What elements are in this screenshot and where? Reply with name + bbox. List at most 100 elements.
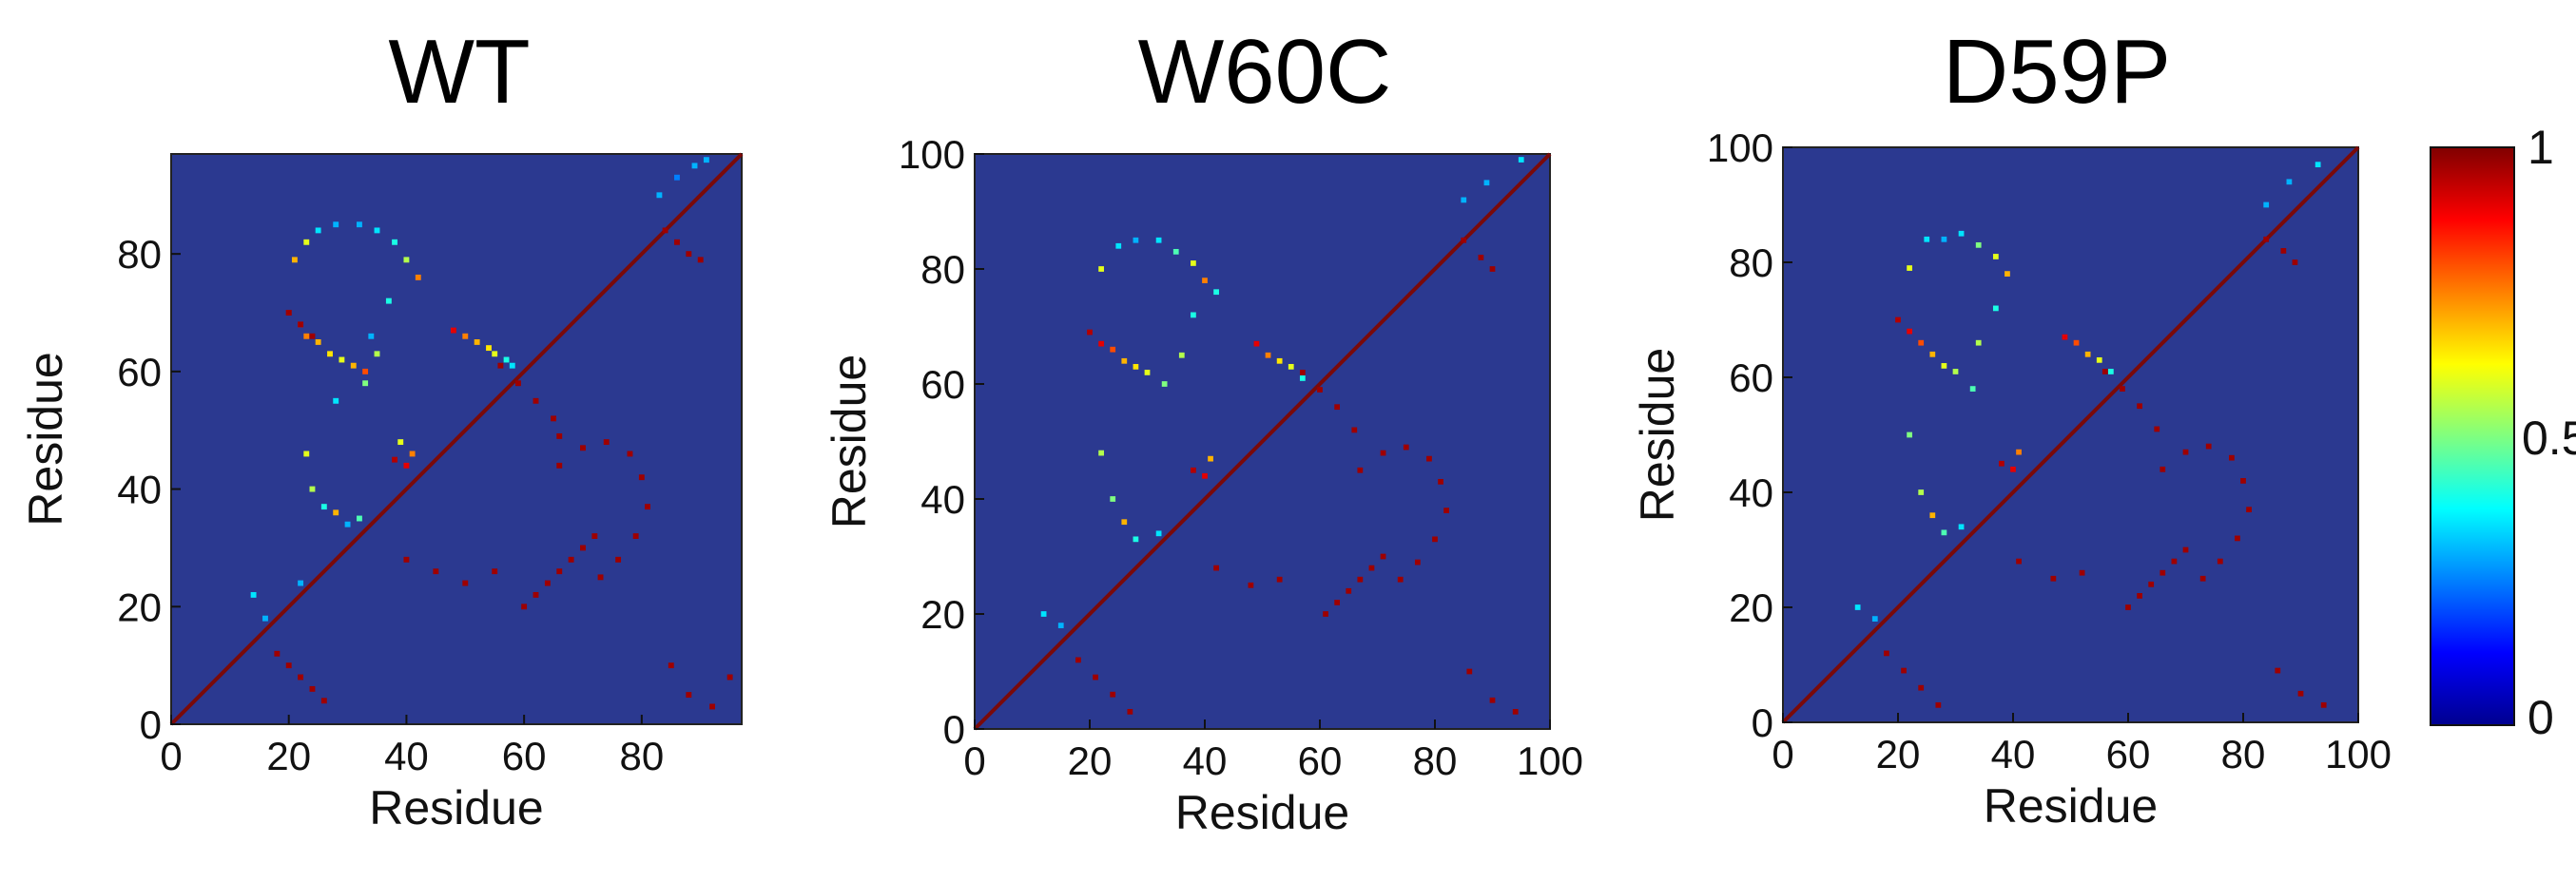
heatmap-cell: [1368, 565, 1375, 571]
heatmap-cell: [1172, 248, 1179, 255]
heatmap-cell: [632, 533, 639, 539]
heatmap-panel-wt: 0 20 40 60 80 0 20 40 60 80 Residue Residue: [19, 152, 744, 834]
heatmap-cell: [303, 333, 310, 339]
y-tick-label: 60: [920, 362, 965, 407]
x-tick-label: 100: [2325, 732, 2392, 777]
heatmap-cell: [686, 692, 692, 699]
heatmap-cell: [1098, 266, 1104, 272]
heatmap-cell: [1895, 316, 1901, 323]
heatmap-cell: [1346, 587, 1352, 594]
heatmap-cell: [2005, 271, 2010, 277]
heatmap-cell: [2120, 386, 2125, 392]
colorbar-tick-mid: 0.5: [2522, 412, 2576, 465]
heatmap-cell: [1941, 529, 1947, 536]
heatmap-cell: [615, 556, 622, 563]
colorbar: 1 0.5 0: [2430, 121, 2576, 744]
y-tick-label: 60: [117, 350, 162, 394]
x-tick-label: 80: [2221, 732, 2266, 777]
heatmap-cell: [580, 445, 586, 451]
x-tick-label: 0: [1772, 732, 1793, 777]
heatmap-cell: [674, 239, 680, 245]
x-tick-label: 80: [619, 734, 664, 778]
heatmap-cell: [285, 662, 292, 669]
panel-title-wt: WT: [388, 21, 530, 123]
heatmap-diagonal: [169, 152, 744, 726]
heatmap-cell: [2182, 449, 2189, 455]
heatmap-cell: [1133, 237, 1139, 243]
y-tick-label: 80: [117, 232, 162, 277]
heatmap-cell: [556, 462, 563, 469]
heatmap-cell: [2263, 236, 2270, 242]
heatmap-cell: [1317, 387, 1323, 393]
heatmap-cell: [697, 257, 704, 263]
heatmap-cell: [2010, 466, 2016, 472]
y-tick-label: 0: [943, 707, 965, 752]
heatmap-cell: [1357, 576, 1364, 583]
x-tick-label: 60: [502, 734, 547, 778]
heatmap-cell: [2275, 667, 2281, 674]
heatmap-cell: [1098, 340, 1104, 347]
heatmap-cell: [309, 333, 316, 339]
heatmap-cell: [2246, 507, 2252, 513]
heatmap-cell: [521, 604, 528, 610]
heatmap-cell: [1975, 241, 1982, 248]
heatmap-cell: [1512, 708, 1519, 715]
heatmap-cell: [1929, 351, 1936, 357]
heatmap-cell: [709, 703, 716, 710]
heatmap-cell: [2096, 356, 2102, 363]
heatmap-cell: [2148, 581, 2155, 587]
y-tick-label: 0: [1752, 700, 1773, 745]
heatmap-cell: [1935, 701, 1942, 708]
heatmap-cell: [603, 439, 610, 446]
y-tick-label: 60: [1729, 355, 1773, 400]
heatmap-cell: [492, 351, 498, 357]
heatmap-cell: [303, 451, 310, 457]
heatmap-diagonal: [973, 152, 1552, 731]
x-tick-label: 60: [1298, 738, 1343, 783]
y-axis-label: Residue: [1631, 348, 1684, 522]
heatmap-cell: [403, 556, 410, 563]
y-tick-label: 40: [920, 477, 965, 522]
heatmap-cell: [333, 221, 339, 228]
heatmap-cell: [1918, 339, 1925, 346]
colorbar-tick-top: 1: [2528, 121, 2554, 174]
heatmap-cell: [1178, 352, 1185, 358]
heatmap-cell: [1323, 611, 1328, 617]
heatmap-cell: [2016, 558, 2022, 565]
panel-title-d59p: D59P: [1943, 21, 2171, 123]
heatmap-cell: [262, 615, 268, 622]
x-tick-label: 60: [2106, 732, 2151, 777]
heatmap-cell: [320, 504, 327, 510]
heatmap-cell: [1992, 305, 1999, 312]
heatmap-cell: [691, 163, 698, 169]
heatmap-cell: [2107, 369, 2114, 374]
heatmap-cell: [2079, 569, 2085, 576]
heatmap-cell: [303, 239, 310, 245]
heatmap-cell: [2160, 466, 2166, 472]
heatmap-cell: [2084, 351, 2091, 357]
heatmap-cell: [1432, 536, 1438, 543]
heatmap-cell: [274, 650, 281, 657]
heatmap-cell: [1191, 467, 1196, 473]
heatmap-cell: [568, 556, 574, 563]
heatmap-cell: [1941, 363, 1947, 369]
x-tick-label: 20: [1068, 738, 1113, 783]
heatmap-cell: [1202, 278, 1208, 283]
heatmap-cell: [357, 515, 362, 522]
x-axis-label: Residue: [1175, 786, 1349, 839]
heatmap-cell: [2160, 569, 2166, 576]
heatmap-cell: [1288, 363, 1294, 370]
heatmap-cell: [1110, 496, 1116, 502]
heatmap-cell: [1397, 576, 1404, 583]
heatmap-cell: [333, 397, 339, 404]
heatmap-cell: [1992, 254, 1999, 259]
x-axis-label: Residue: [369, 781, 543, 834]
heatmap-cell: [462, 580, 469, 586]
heatmap-diagonal: [1781, 145, 2360, 724]
heatmap-cell: [374, 227, 380, 234]
heatmap-cell: [339, 356, 345, 363]
heatmap-cell: [315, 339, 321, 345]
heatmap-cell: [298, 580, 304, 586]
heatmap-cell: [298, 321, 304, 328]
x-axis-label: Residue: [1984, 779, 2158, 833]
